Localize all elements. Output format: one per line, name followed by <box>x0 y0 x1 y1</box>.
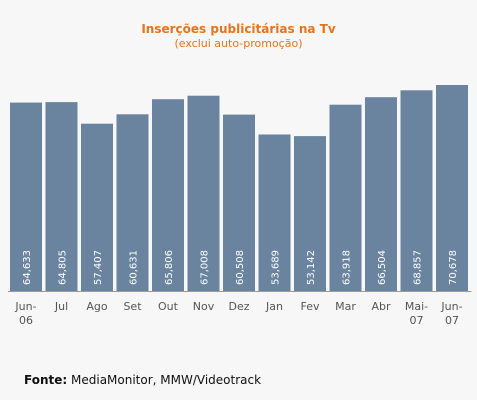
bar-value-label-6: 60,508 <box>235 250 246 285</box>
bar-value-label-10: 66,504 <box>377 250 388 285</box>
x-tick-label-5: Nov <box>193 300 215 313</box>
bar-4 <box>152 99 184 291</box>
bar-value-label-4: 65,806 <box>164 250 175 285</box>
bar-value-label-3: 60,631 <box>129 250 140 285</box>
bar-8 <box>294 136 326 291</box>
bar-12 <box>436 85 468 291</box>
bar-1 <box>45 102 78 291</box>
x-tick-label-4: Out <box>158 300 179 313</box>
x-tick-label-0: Jun-06 <box>14 300 36 327</box>
source-text: MediaMonitor, MMW/Videotrack <box>71 373 262 387</box>
x-tick-label-10: Abr <box>371 300 391 313</box>
bar-11 <box>400 90 433 291</box>
bar-value-label-1: 64,805 <box>58 250 69 285</box>
x-tick-label-9: Mar <box>335 300 356 313</box>
x-tick-label-12: Jun-07 <box>440 300 462 327</box>
bar-value-label-12: 70,678 <box>448 250 459 285</box>
bar-value-label-0: 64,633 <box>22 250 33 285</box>
x-tick-label-8: Fev <box>300 300 319 313</box>
source-label: Fonte: <box>24 373 68 387</box>
bar-0 <box>10 102 42 291</box>
bar-9 <box>329 104 362 291</box>
bar-3 <box>116 114 149 291</box>
x-tick-label-11: Mai-07 <box>405 300 428 327</box>
bar-10 <box>365 97 397 291</box>
bar-2 <box>81 123 113 291</box>
x-tick-label-3: Set <box>123 300 142 313</box>
bar-value-label-7: 53,689 <box>271 250 282 285</box>
bar-value-label-8: 53,142 <box>306 250 317 285</box>
bar-5 <box>187 95 220 291</box>
chart-title: Inserções publicitárias na Tv <box>141 22 336 36</box>
chart-subtitle: (exclui auto-promoção) <box>174 37 303 50</box>
source-note: Fonte: MediaMonitor, MMW/Videotrack <box>24 373 261 387</box>
bar-value-label-9: 63,918 <box>342 250 353 285</box>
x-tick-label-2: Ago <box>86 300 108 313</box>
bar-7 <box>258 134 291 291</box>
bar-value-label-2: 57,407 <box>93 250 104 285</box>
bar-6 <box>223 114 255 291</box>
x-tick-label-7: Jan <box>265 300 283 313</box>
x-tick-label-6: Dez <box>228 300 249 313</box>
bar-value-label-5: 67,008 <box>200 250 211 285</box>
x-tick-label-1: Jul <box>54 300 68 313</box>
bar-value-label-11: 68,857 <box>413 250 424 285</box>
